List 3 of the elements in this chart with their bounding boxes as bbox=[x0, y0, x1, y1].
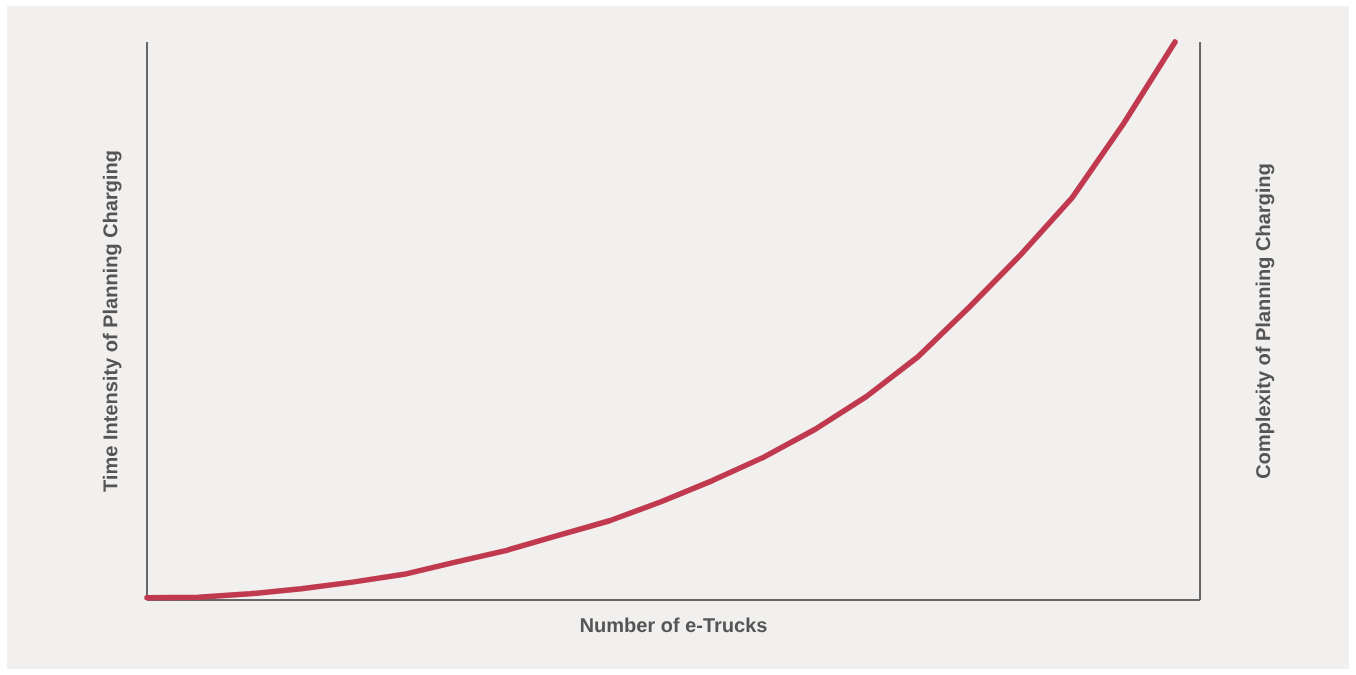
y2-axis-title: Complexity of Planning Charging bbox=[1255, 164, 1275, 478]
x-axis-title: Number of e-Trucks bbox=[580, 617, 767, 633]
y-axis-title: Time Intensity of Planning Charging bbox=[102, 151, 122, 492]
